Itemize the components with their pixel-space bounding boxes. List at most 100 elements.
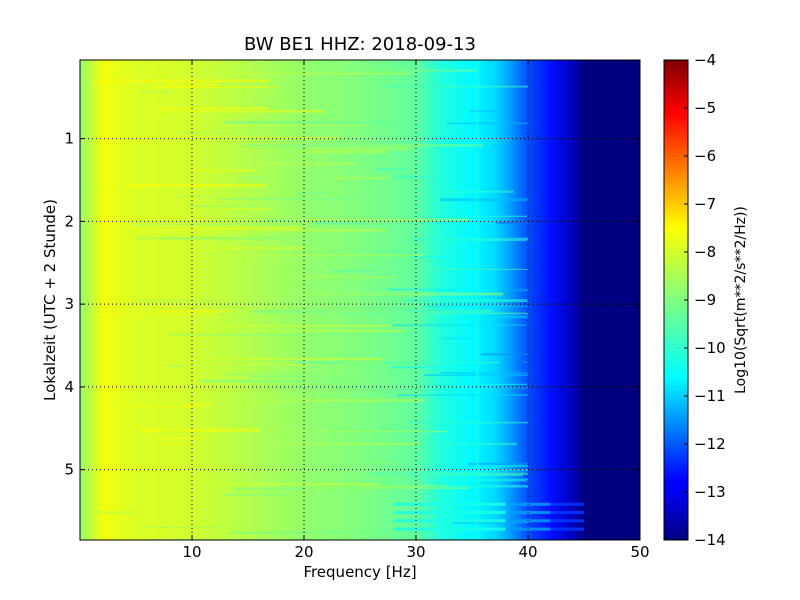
x-axis-ticks: 10 20 30 40 50: [182, 60, 650, 561]
spectral-streak: [408, 474, 524, 477]
spectral-streak: [192, 169, 258, 172]
plot-area: 10 20 30 40 50 1 2 3 4 5: [64, 59, 650, 561]
spectral-streak: [341, 312, 528, 315]
spectral-streak: [404, 299, 528, 303]
spectral-streak: [330, 270, 373, 273]
spectral-streak: [159, 106, 268, 110]
spectral-streak: [392, 324, 527, 326]
colorbar-ticks: −4 −5 −6 −7 −8 −9 −10 −11 −12 −13 −14: [684, 51, 726, 549]
spectral-streak: [386, 288, 497, 291]
colorbar-tick-label: −6: [694, 147, 716, 165]
spectral-streak: [175, 357, 382, 361]
spectral-streak: [433, 190, 514, 193]
spectral-streak: [176, 132, 252, 134]
spectral-streak: [208, 246, 305, 250]
spectral-band: [393, 511, 506, 515]
y-tick-label: 5: [64, 461, 74, 479]
spectral-streak: [472, 465, 528, 468]
spectral-streak: [154, 310, 231, 313]
spectral-streak: [430, 484, 528, 488]
x-tick-label: 40: [518, 543, 537, 561]
y-axis-label: Lokalzeit (UTC + 2 Stunde): [41, 199, 59, 401]
spectral-streak: [496, 387, 528, 389]
spectral-streak: [296, 192, 326, 195]
spectrogram-background: [80, 60, 640, 540]
spectral-streak: [142, 90, 171, 93]
spectral-band: [393, 519, 506, 523]
spectral-streak: [191, 483, 380, 486]
spectral-streak: [208, 254, 424, 257]
spectral-streak: [238, 177, 267, 180]
spectral-streak: [369, 472, 528, 475]
spectral-streak: [132, 300, 227, 303]
spectral-streak: [409, 256, 460, 258]
spectral-streak: [308, 147, 413, 151]
spectral-streak: [481, 353, 528, 356]
spectral-streak: [508, 288, 528, 292]
y-axis-ticks: 1 2 3 4 5: [64, 130, 640, 479]
spectral-streak: [290, 292, 504, 296]
spectral-streak: [290, 218, 470, 222]
spectral-streak: [281, 442, 419, 446]
spectral-streak: [189, 324, 390, 328]
spectral-streak: [358, 485, 448, 487]
spectral-band: [393, 502, 506, 506]
x-tick-label: 30: [406, 543, 425, 561]
spectral-streak: [441, 337, 474, 340]
spectral-streak: [214, 124, 365, 126]
spectral-streak: [348, 144, 483, 147]
spectral-band: [393, 527, 506, 531]
y-tick-label: 1: [64, 130, 74, 148]
spectral-streak: [224, 493, 290, 496]
colorbar-tick-label: −13: [694, 483, 726, 501]
spectral-streak: [162, 83, 218, 86]
spectral-streak: [228, 531, 388, 534]
spectral-streak: [246, 431, 448, 433]
spectral-streak: [526, 133, 528, 135]
spectral-streak: [440, 198, 528, 202]
spectral-streak: [163, 442, 190, 445]
heatmap-band-layer: [91, 60, 584, 540]
spectral-streak: [425, 305, 528, 307]
spectral-streak: [91, 79, 269, 83]
spectral-streak: [261, 218, 292, 221]
heatmap-gradient-layer: [80, 60, 640, 540]
spectral-band: [550, 527, 584, 531]
spectral-streak: [459, 469, 528, 472]
spectral-streak: [312, 221, 364, 225]
y-tick-label: 3: [64, 295, 74, 313]
spectral-streak: [182, 364, 309, 366]
colorbar-tick-label: −7: [694, 195, 716, 213]
spectral-streak: [139, 428, 260, 432]
spectral-streak: [226, 225, 306, 228]
spectral-streak: [186, 205, 257, 208]
spectral-streak: [223, 373, 305, 376]
spectral-streak: [259, 162, 355, 165]
colorbar-tick-label: −12: [694, 435, 726, 453]
colorbar-tick-label: −10: [694, 339, 726, 357]
spectral-streak: [175, 195, 221, 198]
spectral-streak: [219, 198, 370, 201]
spectral-streak: [249, 399, 425, 402]
y-tick-label: 2: [64, 212, 74, 230]
spectral-streak: [423, 374, 528, 377]
spectral-streak: [446, 122, 528, 125]
colorbar-tick-label: −11: [694, 387, 726, 405]
spectral-streak: [365, 69, 477, 72]
spectral-streak: [397, 394, 528, 396]
spectral-streak: [521, 360, 528, 363]
spectral-streak: [241, 144, 356, 147]
spectral-streak: [124, 184, 266, 187]
plot-frame: [79, 59, 641, 541]
spectral-streak: [342, 361, 385, 363]
spectral-streak: [143, 526, 232, 529]
colorbar-tick-label: −5: [694, 99, 716, 117]
x-tick-label: 50: [630, 543, 649, 561]
spectral-streak: [395, 175, 446, 178]
spectral-streak: [390, 366, 471, 369]
spectral-streak: [296, 361, 501, 364]
spectral-streak: [161, 237, 296, 240]
spectral-streak: [307, 487, 470, 489]
colorbar: −4 −5 −6 −7 −8 −9 −10 −11 −12 −13 −14: [663, 51, 726, 549]
